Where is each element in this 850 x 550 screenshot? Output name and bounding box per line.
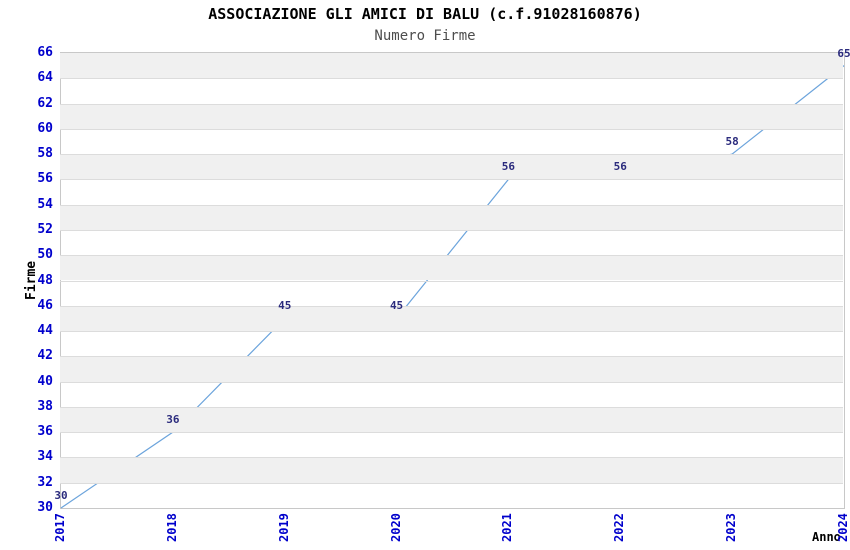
gridline-y	[60, 381, 843, 383]
value-label: 45	[278, 299, 292, 313]
value-label: 56	[501, 160, 516, 174]
y-tick-label: 66	[37, 45, 53, 60]
gridline-y	[60, 356, 843, 358]
x-tick-label: 2020	[388, 513, 403, 542]
y-tick-label: 42	[37, 348, 53, 364]
chart-title: ASSOCIAZIONE GLI AMICI DI BALU (c.f.9102…	[208, 5, 642, 23]
x-tick-label: 2019	[276, 513, 291, 542]
x-tick-label: 2023	[724, 513, 739, 542]
plot-band	[60, 406, 843, 433]
y-tick-label: 56	[37, 171, 53, 187]
plot-band	[60, 53, 843, 79]
y-tick-label: 36	[37, 424, 53, 440]
value-label: 30	[54, 489, 68, 502]
line-series	[60, 65, 845, 509]
x-tick-label: 2021	[500, 513, 515, 542]
gridline-y	[60, 457, 843, 459]
y-tick-label: 34	[37, 449, 53, 465]
y-tick-label: 50	[37, 247, 53, 263]
x-tick-label: 2017	[53, 513, 67, 542]
plot-band	[60, 154, 843, 180]
y-tick-label: 46	[37, 297, 53, 313]
y-tick-label: 62	[37, 95, 53, 111]
y-tick-label: 38	[37, 398, 53, 414]
gridline-y	[60, 331, 843, 333]
plot-band	[60, 457, 843, 483]
x-axis-title: Anno	[812, 530, 841, 544]
value-label: 58	[725, 135, 739, 149]
plot-band	[60, 255, 843, 281]
plot-band	[60, 305, 843, 332]
x-tick-label: 2018	[164, 513, 179, 542]
value-label: 36	[166, 413, 180, 427]
plot-band	[60, 103, 843, 129]
y-tick-label: 64	[37, 70, 53, 86]
gridline-y	[60, 179, 843, 181]
y-tick-label: 30	[37, 500, 53, 515]
gridline-y	[60, 78, 843, 80]
gridline-y	[60, 255, 843, 257]
gridline-y	[60, 432, 843, 434]
gridline-y	[60, 229, 843, 231]
y-tick-label: 60	[37, 120, 53, 136]
x-tick-label: 2022	[612, 513, 627, 542]
y-tick-label: 32	[37, 474, 53, 490]
x-tick-label: 2024	[836, 513, 850, 542]
gridline-y	[60, 406, 843, 408]
gridline-y	[60, 305, 843, 307]
plot-band	[60, 204, 843, 230]
chart-subtitle: Numero Firme	[374, 28, 476, 44]
value-label: 65	[837, 46, 850, 60]
gridline-y	[60, 280, 843, 282]
gridline-y	[60, 204, 843, 206]
value-label: 56	[613, 160, 627, 174]
value-label: 45	[389, 299, 404, 313]
y-tick-label: 52	[37, 221, 53, 237]
y-tick-label: 44	[37, 323, 53, 339]
plot-band	[60, 356, 843, 382]
gridline-y	[60, 103, 843, 105]
y-tick-label: 58	[37, 146, 53, 162]
y-tick-label: 48	[37, 272, 53, 288]
gridline-y	[60, 154, 843, 156]
y-tick-label: 54	[37, 196, 53, 212]
y-tick-label: 40	[37, 373, 53, 389]
gridline-y	[60, 128, 843, 130]
gridline-y	[60, 482, 843, 484]
